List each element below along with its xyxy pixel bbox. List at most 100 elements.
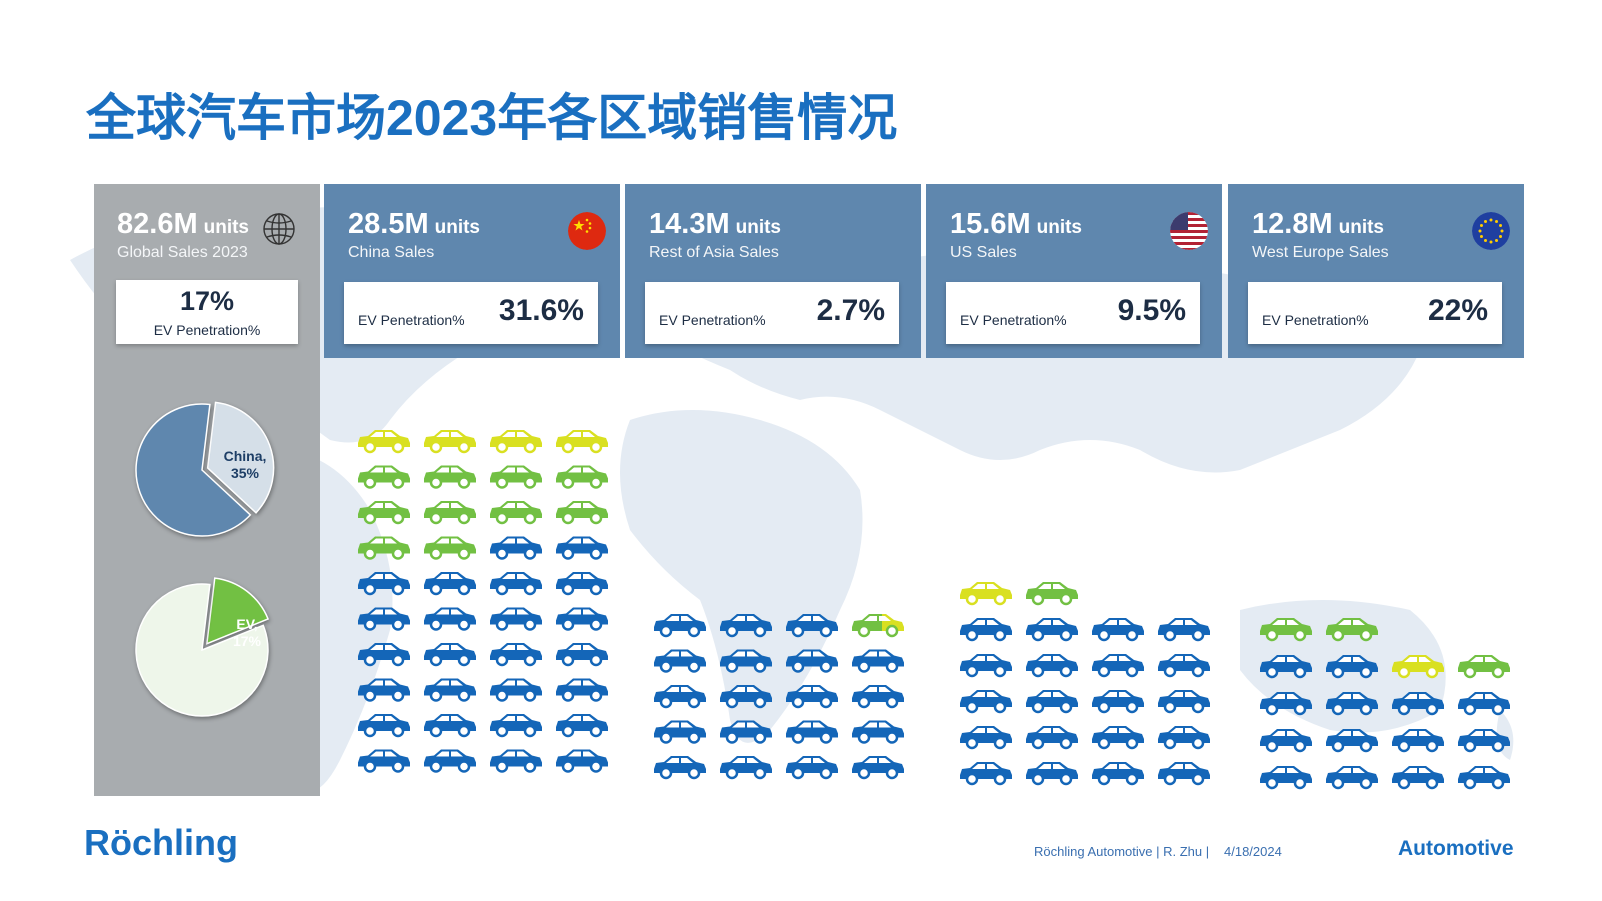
car-icon [358,643,410,667]
car-icon [1326,766,1378,790]
car-icon [490,465,542,489]
region-sales-value: 14.3M units [649,208,781,240]
car-icon [1158,618,1210,642]
car-icon [490,607,542,631]
globe-icon [262,212,296,251]
car-icon [1260,618,1312,642]
car-icon [556,465,608,489]
pie-slice [135,403,252,537]
car-icon [490,536,542,560]
car-icon [490,678,542,702]
car-icon [358,678,410,702]
car-icon [1392,655,1444,679]
pie-ev-label: EV, 17% [232,616,262,649]
region-ev-label: EV Penetration% [358,312,465,328]
region-sales-value: 12.8M units [1252,208,1384,240]
car-icon [1260,655,1312,679]
car-icon [1092,618,1144,642]
car-icon [556,536,608,560]
ev-share-pie [135,577,270,717]
car-icon [960,762,1012,786]
region-ev-label: EV Penetration% [960,312,1067,328]
car-icon [490,749,542,773]
car-icon [654,756,706,780]
car-icon [358,607,410,631]
global-ev-box [116,280,298,344]
car-icon [1392,729,1444,753]
global-sales-value: 82.6M units [117,208,249,240]
region-sales-value: 28.5M units [348,208,480,240]
car-icon [786,614,838,638]
car-icon [358,714,410,738]
car-icon [1260,692,1312,716]
car-icon [556,749,608,773]
car-icon [424,678,476,702]
car-icon [786,649,838,673]
region-ev-box [344,282,598,344]
region-ev-label: EV Penetration% [659,312,766,328]
car-icon [358,465,410,489]
automotive-brand: Automotive [1398,837,1514,860]
car-icon [556,643,608,667]
car-icon [424,501,476,525]
car-icon [1260,766,1312,790]
car-icon [1026,762,1078,786]
car-icon [490,430,542,454]
page-title: 全球汽车市场2023年各区域销售情况 [86,90,898,146]
car-icon [1326,729,1378,753]
car-icon [358,749,410,773]
car-icon [1092,762,1144,786]
car-icon [720,756,772,780]
car-icon [960,654,1012,678]
pie-slice [206,401,275,514]
region-sales-label: Rest of Asia Sales [649,244,779,261]
car-icon [786,685,838,709]
car-icon [556,607,608,631]
global-ev-label: EV Penetration% [153,322,261,338]
car-icon [556,430,608,454]
global-ev-value: 17% [179,286,235,316]
car-icon [1392,692,1444,716]
china-flag-icon [568,212,606,250]
car-icon [1458,692,1510,716]
car-icon [424,536,476,560]
car-icon [556,501,608,525]
region-ev-value: 9.5% [1117,294,1186,327]
car-icon [852,720,904,744]
car-icon [424,714,476,738]
us-flag-icon [1170,212,1208,250]
region-ev-label: EV Penetration% [1262,312,1369,328]
car-icon [490,501,542,525]
car-icon [852,756,904,780]
region-ev-box [1248,282,1502,344]
car-icon [1092,690,1144,714]
car-icon [424,643,476,667]
region-ev-value: 2.7% [816,294,885,327]
car-icon [358,501,410,525]
car-icon [720,720,772,744]
region-sales-value: 15.6M units [950,208,1082,240]
car-icon [1158,690,1210,714]
car-icon [720,614,772,638]
region-ev-box [645,282,899,344]
car-icon [1026,582,1078,606]
car-icon [720,649,772,673]
car-icon [424,572,476,596]
footer-credit: Röchling Automotive | R. Zhu | [1034,844,1210,859]
car-icon [556,572,608,596]
footer-date: 4/18/2024 [1224,844,1282,859]
car-icon [1158,654,1210,678]
car-icon [556,714,608,738]
car-icon [786,756,838,780]
car-icon [424,607,476,631]
car-icon [1458,655,1510,679]
car-icon [720,685,772,709]
car-icon [358,572,410,596]
car-icon [1392,766,1444,790]
car-icon [1026,618,1078,642]
car-icon [960,618,1012,642]
eu-flag-icon [1472,212,1510,250]
car-icon [1092,654,1144,678]
car-icon [654,649,706,673]
